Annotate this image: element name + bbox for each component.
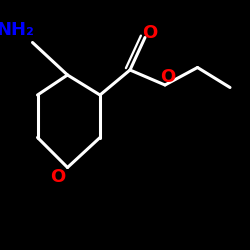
Text: O: O <box>142 24 158 42</box>
Text: O: O <box>50 168 65 186</box>
Text: O: O <box>160 68 175 86</box>
Text: NH₂: NH₂ <box>0 21 34 39</box>
